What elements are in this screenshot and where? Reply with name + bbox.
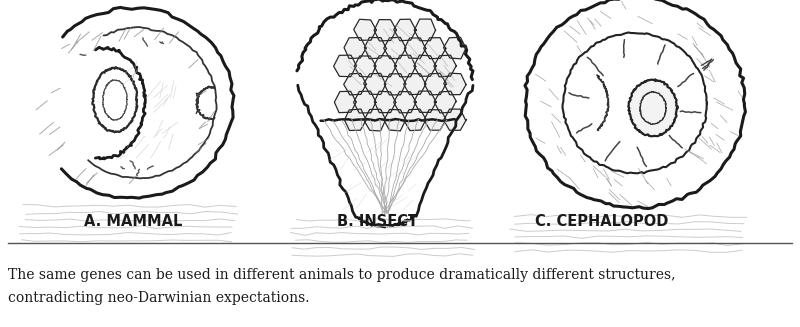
Polygon shape <box>434 91 456 113</box>
Polygon shape <box>444 73 466 95</box>
Polygon shape <box>444 109 466 130</box>
Polygon shape <box>354 56 376 77</box>
Polygon shape <box>374 56 396 77</box>
Text: The same genes can be used in different animals to produce dramatically differen: The same genes can be used in different … <box>8 268 675 282</box>
Text: B. INSECT: B. INSECT <box>338 215 418 230</box>
Polygon shape <box>414 55 437 76</box>
Polygon shape <box>354 91 376 113</box>
Polygon shape <box>394 55 416 77</box>
Polygon shape <box>434 55 456 77</box>
Polygon shape <box>404 74 426 95</box>
Text: C. CEPHALOPOD: C. CEPHALOPOD <box>535 215 669 230</box>
Polygon shape <box>354 19 377 40</box>
Polygon shape <box>631 82 675 134</box>
Polygon shape <box>364 38 386 59</box>
Polygon shape <box>334 91 356 112</box>
Polygon shape <box>394 19 417 41</box>
Polygon shape <box>384 110 406 131</box>
Polygon shape <box>334 55 357 77</box>
Polygon shape <box>344 73 366 95</box>
Polygon shape <box>405 38 426 59</box>
Text: contradicting neo-Darwinian expectations.: contradicting neo-Darwinian expectations… <box>8 291 310 305</box>
Polygon shape <box>384 37 406 59</box>
Polygon shape <box>424 110 446 130</box>
Polygon shape <box>425 73 446 95</box>
Polygon shape <box>374 91 396 112</box>
Polygon shape <box>344 38 366 59</box>
Polygon shape <box>424 38 446 59</box>
Polygon shape <box>374 20 396 41</box>
Polygon shape <box>364 73 386 95</box>
Text: A. MAMMAL: A. MAMMAL <box>84 215 182 230</box>
Polygon shape <box>414 91 436 112</box>
Polygon shape <box>364 109 386 131</box>
Polygon shape <box>404 109 426 130</box>
Polygon shape <box>345 109 366 130</box>
Polygon shape <box>443 37 466 59</box>
Polygon shape <box>384 74 406 95</box>
Polygon shape <box>414 19 435 41</box>
Polygon shape <box>394 92 416 113</box>
